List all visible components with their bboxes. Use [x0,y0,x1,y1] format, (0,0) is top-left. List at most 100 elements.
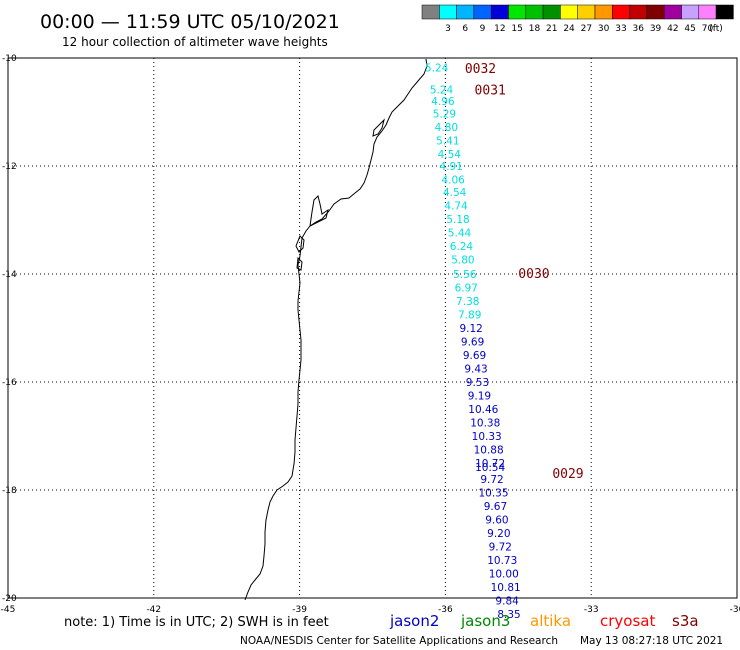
coastline-inlet-north [372,118,385,137]
legend-tick-label: 6 [462,24,468,34]
coastline-island [295,235,305,253]
legend-swatch [663,4,682,20]
satellite-name: altika [530,612,571,630]
legend-swatch [715,4,734,20]
pass-number-label: 0031 [475,83,506,98]
legend-tick-label: 27 [581,24,592,34]
legend-swatch [456,4,475,20]
legend-swatch [473,4,492,20]
wave-height-value: 6.24 [450,241,474,253]
wave-height-value: 5.18 [446,214,469,226]
satellite-legend: jason2 jason3 altika cryosat s3a [389,612,699,630]
lat-tick-label: -16 [2,378,17,388]
wave-height-value: 10.88 [474,445,504,457]
legend-tick-label: 70 [702,24,714,34]
wave-height-value: 7.38 [456,296,479,308]
legend-swatch [525,4,544,20]
wave-height-value: 9.67 [484,501,507,513]
lat-tick-label: -20 [2,594,17,604]
wave-height-value: 5.56 [453,269,477,281]
wave-height-value: 9.20 [487,528,510,540]
coastline-island-south [296,256,303,271]
wave-height-value: 4.80 [435,122,458,134]
wave-height-value: 4.74 [444,200,468,212]
wave-height-value: 5.80 [451,254,474,266]
legend-tick-label: 21 [546,24,557,34]
lon-tick-label: -45 [1,605,16,615]
lon-tick-label: -36 [438,605,453,615]
legend-tick-label: 18 [529,24,541,34]
legend-tick-label: 15 [511,24,522,34]
wave-height-value: 4.54 [443,187,467,199]
wave-height-value: 10.81 [491,582,521,594]
wave-height-value: 9.69 [461,337,484,349]
map-subtitle: 12 hour collection of altimeter wave hei… [62,35,328,49]
coastline-inlet-bay [309,195,329,227]
altimeter-points: 5.245.244.965.294.805.414.544.914.064.54… [425,63,521,621]
wave-height-value: 10.46 [468,404,498,416]
legend-swatch [439,4,457,20]
wave-height-value: 10.72 [475,458,505,470]
wave-height-value: 7.89 [458,310,481,322]
legend-tick-label: 36 [633,24,645,34]
pass-number-label: 0030 [518,267,549,282]
legend-swatch [698,4,717,20]
legend-tick-label: 9 [480,24,486,34]
lon-tick-label: -30 [730,605,740,615]
legend-swatch [421,4,440,20]
pass-labels: 0032 0031 0030 0029 [465,62,584,482]
legend-swatch [508,4,527,20]
wave-height-value: 5.44 [448,227,472,239]
footer-note: note: 1) Time is in UTC; 2) SWH is in fe… [64,615,329,630]
lon-tick-label: -39 [292,605,307,615]
legend-tick-label: 33 [615,24,626,34]
color-legend: 3 6 9 12 15 18 21 24 27 30 33 36 39 42 45 70 [421,4,734,34]
wave-height-value: 5.29 [433,109,456,121]
wave-height-value: 9.60 [485,515,508,527]
legend-tick-label: 30 [598,24,610,34]
wave-height-value: 5.41 [436,136,459,148]
wave-height-value: 9.12 [459,323,482,335]
wave-height-value: 8.35 [497,609,520,621]
lat-tick-label: -14 [2,270,17,280]
wave-height-value: 9.84 [495,596,519,608]
satellite-name: s3a [672,612,699,630]
legend-tick-label: 3 [445,24,451,34]
wave-height-value: 6.97 [455,283,478,295]
legend-swatch [594,4,613,20]
wave-height-value: 5.24 [425,63,449,75]
wave-height-value: 9.19 [468,391,491,403]
lat-tick-label: -10 [2,54,17,64]
legend-tick-label: 45 [684,24,695,34]
wave-height-value: 9.72 [489,542,512,554]
map-title: 00:00 — 11:59 UTC 05/10/2021 [40,11,340,33]
satellite-name: jason2 [389,612,439,630]
wave-height-value: 10.73 [487,555,517,567]
wave-height-value: 4.06 [441,175,465,187]
satellite-name: cryosat [600,612,655,630]
wave-height-value: 5.24 [430,84,454,96]
legend-swatch [560,4,578,20]
wave-height-value: 9.43 [464,364,487,376]
legend-tick-label: 42 [667,24,678,34]
legend-tick-label: 39 [650,24,662,34]
legend-swatch [612,4,630,20]
lat-tick-label: -18 [2,486,17,496]
legend-swatch [542,4,561,20]
wave-height-value: 10.35 [478,488,508,500]
lat-tick-label: -12 [2,162,17,172]
satellite-name: jason3 [460,612,510,630]
wave-height-value: 10.54 [475,462,505,474]
pass-number-label: 0029 [552,467,583,482]
legend-tick-label: 24 [563,24,575,34]
footer-timestamp: May 13 08:27:18 UTC 2021 [580,635,723,647]
legend-tick-label: 12 [494,24,505,34]
legend-swatch [646,4,665,20]
legend-swatch [490,4,509,20]
footer-credit: NOAA/NESDIS Center for Satellite Applica… [240,635,558,647]
map-border [7,57,738,599]
wave-height-value: 9.69 [463,350,486,362]
wave-height-value: 4.91 [440,161,463,173]
wave-height-value: 4.54 [438,149,462,161]
